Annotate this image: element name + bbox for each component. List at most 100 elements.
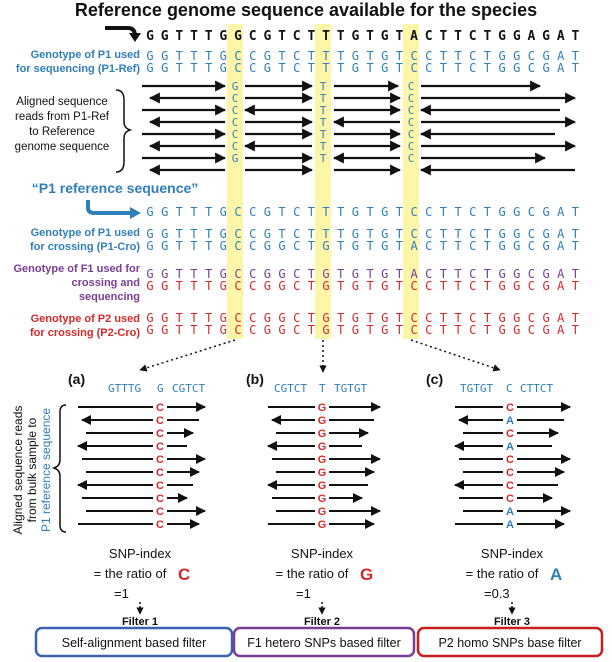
f1-1-base: T (337, 267, 344, 281)
bulk-read-allele: G (318, 506, 327, 518)
p1-reference-base: T (337, 205, 344, 219)
bulk-read-allele: G (318, 454, 327, 466)
p1-ref-2-base: T (337, 61, 344, 75)
p2-cro-2-base: T (454, 323, 461, 337)
f1-2-base: G (220, 279, 227, 293)
p1-ref-2-base: C (410, 61, 417, 75)
reference-base: T (307, 29, 315, 44)
p1-reference-base: G (498, 205, 505, 219)
bulk-label-line2: from bulk sample to (25, 417, 39, 522)
p1-ref-1-base: C (234, 49, 241, 63)
p1-reference-base: C (410, 205, 417, 219)
p2-cro-1-base: C (528, 311, 535, 325)
p1-reference-pointer (86, 200, 132, 215)
aligned-label-line3: to Reference (29, 126, 95, 138)
p1-cro-2-base: C (293, 239, 300, 253)
p1-reference-base: T (190, 205, 197, 219)
panel-b-value: =1 (296, 586, 311, 601)
p1-reference-base: T (484, 205, 491, 219)
read-snp-letter: T (320, 140, 327, 153)
p1-ref-1-base: T (366, 49, 373, 63)
reference-base: G (381, 29, 389, 44)
p1-ref-1-base: T (278, 49, 285, 63)
f1-1-base: T (190, 267, 197, 281)
bulk-read-allele: A (506, 441, 514, 453)
p1-ref-2-base: T (366, 61, 373, 75)
bulk-read-allele: A (506, 519, 514, 531)
p2-cro-2-base: G (542, 323, 549, 337)
bulk-read-allele: C (156, 428, 164, 440)
p1-cro-1-base: G (264, 227, 271, 241)
p1-ref-2-base: G (498, 61, 505, 75)
p1-ref-2-base: G (146, 61, 153, 75)
panel-b-ratio-text: = the ratio of (276, 566, 349, 581)
p1-ref-1-base: C (425, 49, 432, 63)
f1-2-base: T (205, 279, 212, 293)
p1-cro-1-base: C (234, 227, 241, 241)
p1-cro-2-base: G (322, 239, 329, 253)
p1-ref-1-base: T (440, 49, 447, 63)
p2-cro-1-base: T (572, 311, 579, 325)
p1-cro-2-base: C (528, 239, 535, 253)
p2-cro-2-base: C (249, 323, 256, 337)
filter-2-label: F1 hetero SNPs based filter (247, 636, 401, 650)
reference-base: T (454, 29, 462, 44)
p1-ref-2-base: G (161, 61, 168, 75)
f1-2-base: C (528, 279, 535, 293)
bulk-read-allele: G (318, 519, 327, 531)
f1-1-base: T (440, 267, 447, 281)
p2-cro-1-base: T (190, 311, 197, 325)
panel-b-mid-seq: T (319, 382, 326, 395)
p1-ref-1-base: T (396, 49, 403, 63)
f1-2-base: C (425, 279, 432, 293)
p1-cro-2-base: G (352, 239, 359, 253)
p2-cro-2-base: T (484, 323, 491, 337)
p1-cro-1-base: T (176, 227, 183, 241)
p2-cro-2-base: C (528, 323, 535, 337)
panel-c-filter-num: Filter 3 (494, 616, 530, 628)
f1-2-base: C (469, 279, 476, 293)
p1-ref-2-base: T (322, 61, 329, 75)
filter-3-label: P2 homo SNPs base filter (438, 636, 581, 650)
p1-reference-label: “P1 reference sequence” (32, 180, 199, 196)
f1-label-line2: crossing and (72, 277, 140, 289)
f1-2-base: G (542, 279, 549, 293)
p1-reference-base: T (366, 205, 373, 219)
reference-base: T (439, 29, 447, 44)
p2-cro-2-base: G (264, 323, 271, 337)
read-snp-letter: G (232, 80, 239, 93)
bulk-read-allele: C (156, 480, 164, 492)
reference-base: T (366, 29, 374, 44)
p1-ref-1-base: T (484, 49, 491, 63)
p1-ref-1-base: G (264, 49, 271, 63)
p1-reference-base: T (308, 205, 315, 219)
p2-cro-1-base: C (410, 311, 417, 325)
reference-base: T (322, 29, 330, 44)
p1-cro-1-base: G (146, 227, 153, 241)
read-snp-letter: T (320, 92, 327, 105)
p1-ref-2-base: T (440, 61, 447, 75)
read-snp-letter: C (408, 104, 415, 117)
p1-cro-1-base: T (205, 227, 212, 241)
read-snp-letter: T (320, 116, 327, 129)
f1-label-line3: sequencing (79, 291, 140, 303)
p2-cro-2-base: A (557, 323, 565, 337)
p1-reference-base: T (322, 205, 329, 219)
p1-cro-2-base: A (410, 239, 418, 253)
p2-cro-1-base: G (513, 311, 520, 325)
p2-cro-1-base: G (322, 311, 329, 325)
f1-1-base: C (469, 267, 476, 281)
p2-cro-2-base: T (440, 323, 447, 337)
p1-ref-1-base: G (498, 49, 505, 63)
p1-cro-1-base: C (469, 227, 476, 241)
read-snp-letter: T (320, 128, 327, 141)
p1-cro-2-base: T (205, 239, 212, 253)
p2-cro-1-base: C (249, 311, 256, 325)
panel-b-snp-index: SNP-index (291, 546, 354, 561)
p2-cro-2-base: G (381, 323, 388, 337)
filter-3-box (416, 626, 604, 658)
panel-b-left-seq: CGTCT (274, 382, 307, 395)
